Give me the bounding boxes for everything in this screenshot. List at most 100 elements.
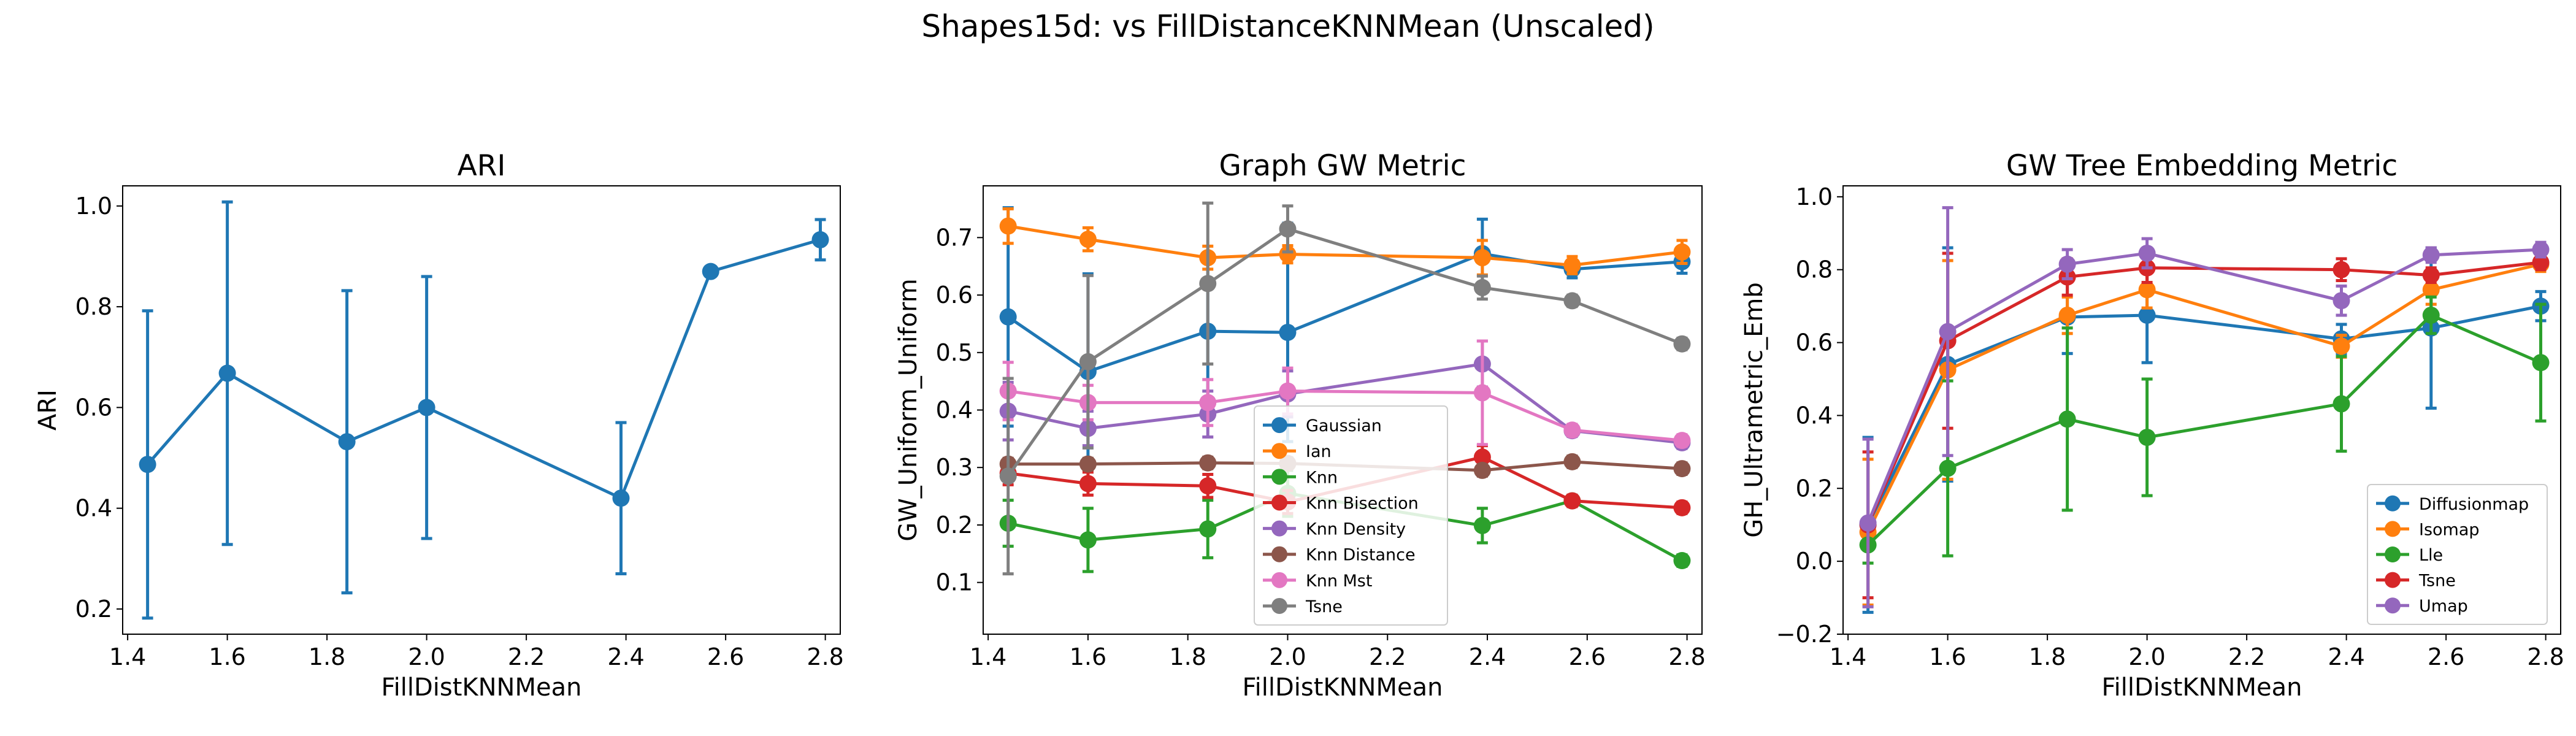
data-point [2138,429,2156,447]
y-tick-label: 0.2 [936,512,973,539]
data-point [2333,261,2350,278]
data-point [1673,335,1691,353]
data-point [1079,231,1097,248]
data-point [1199,520,1217,538]
legend-entry: Isomap [2376,520,2480,539]
legend-marker [1271,546,1287,562]
x-tick-label: 2.8 [1668,643,1705,670]
data-point [1563,256,1581,274]
data-point [2422,246,2440,264]
data-point [702,263,719,280]
legend-label: Tsne [2418,572,2456,591]
series-line [1007,252,1682,374]
x-tick-label: 2.8 [807,643,843,670]
plot-2: Graph GW Metric 1.4 1.6 1.8 2.0 2.2 2.4 2.6 2.8 0… [894,149,1706,702]
legend-box [2367,484,2548,625]
series-lle [1859,295,2550,565]
data-point [1563,453,1581,470]
data-point [1079,531,1097,549]
data-point [2058,410,2076,428]
y-tick-label: 0.6 [936,282,973,309]
legend-marker [1271,443,1287,459]
plot-title: Graph GW Metric [1219,149,1466,183]
data-point [1199,394,1217,412]
y-tick-label: 0.4 [75,495,112,522]
plot-3: GW Tree Embedding Metric 1.4 1.6 1.8 2.0 2.2 2… [1740,149,2564,702]
x-tick-label: 2.2 [1369,643,1406,670]
data-point [1079,455,1097,473]
data-point [139,456,156,473]
y-tick-label: 0.8 [1796,256,1833,283]
y-tick-label: 0.6 [75,394,112,421]
legend-entry: Tsne [2376,572,2456,591]
data-point [2333,337,2350,355]
legend-label: Gaussian [1306,416,1382,435]
legend-label: Knn Bisection [1306,494,1419,513]
legend-marker [2385,546,2401,562]
legend-label: Knn Distance [1306,546,1416,565]
data-point [2058,255,2076,273]
legend-label: Umap [2419,597,2468,616]
y-tick-label: 0.7 [936,224,973,251]
x-tick-label: 2.4 [1469,643,1506,670]
data-point [1673,460,1691,478]
legend-label: Lle [2419,546,2443,565]
x-tick-label: 2.4 [2328,643,2364,670]
data-point [1939,323,1957,340]
data-point [1279,323,1297,341]
x-tick-label: 2.0 [408,643,445,670]
legend: Gaussian Ian Knn Knn Bisection Knn Density Kn… [1254,405,1448,626]
y-tick-label: 0.4 [936,397,973,424]
y-tick-label: 1.0 [1796,183,1833,210]
x-axis-label: FillDistKNNMean [2102,673,2302,702]
data-point [2422,281,2440,299]
data-point [2422,306,2440,324]
data-point [999,467,1017,485]
x-tick-label: 1.4 [109,643,146,670]
x-axis-label: FillDistKNNMean [381,673,582,702]
x-tick-label: 1.4 [1830,643,1866,670]
data-point [418,399,435,416]
data-point [999,217,1017,235]
x-tick-label: 2.8 [2527,643,2564,670]
x-tick-label: 2.6 [1569,643,1606,670]
series-0 [139,200,829,620]
data-point [1473,448,1491,466]
figure-title: Shapes15d: vs FillDistanceKNNMean (Unsca… [921,9,1654,44]
legend-box [1254,405,1448,626]
data-point [218,364,236,382]
legend-marker [2385,495,2401,512]
legend-label: Ian [1306,442,1332,461]
data-point [1473,384,1491,402]
y-tick-label: 1.0 [75,193,112,220]
data-point [2138,244,2156,262]
plot-title: ARI [458,149,506,183]
legend-marker [1271,494,1287,511]
legend-entry: Knn Bisection [1263,494,1419,513]
data-point [1673,432,1691,450]
data-point [1079,475,1097,493]
legend-entry: Knn [1263,468,1338,487]
x-tick-label: 2.4 [607,643,644,670]
data-point [1673,552,1691,570]
data-point [1563,492,1581,510]
legend-marker [2385,597,2401,614]
x-tick-label: 2.0 [2128,643,2165,670]
x-tick-label: 1.6 [1929,643,1966,670]
x-tick-label: 1.6 [1070,643,1106,670]
plot-1: ARI 1.4 1.6 1.8 2.0 2.2 2.4 2.6 2.8 0.2 0.4 0.6 0.8 1… [34,149,844,702]
legend-label: Diffusionmap [2419,495,2529,514]
data-point [2333,292,2350,310]
data-point [2422,266,2440,284]
data-point [1673,243,1691,261]
data-point [1199,454,1217,472]
data-point [1473,278,1491,296]
legend-entry: Knn Density [1263,520,1406,539]
x-tick-label: 1.8 [309,643,345,670]
legend-entry: Knn Distance [1263,546,1416,565]
series-knn-mst [999,339,1691,450]
data-point [2138,306,2156,324]
data-point [1473,249,1491,267]
series-tsne [999,201,1691,576]
y-tick-label: −0.2 [1776,621,1833,648]
